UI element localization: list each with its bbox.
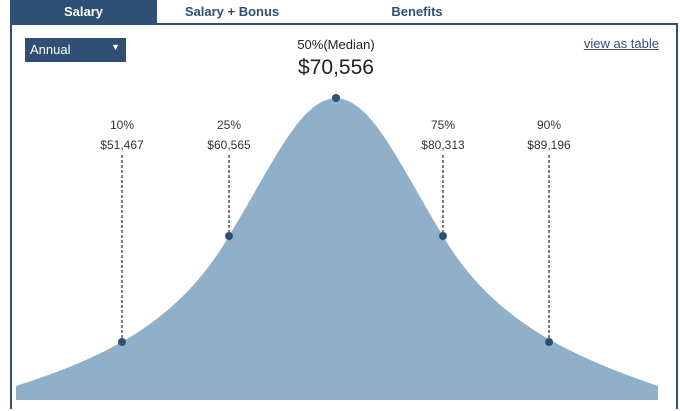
period-select-value: Annual [30, 42, 71, 57]
p90-marker[interactable] [545, 338, 553, 346]
p75-label: 75% [430, 118, 456, 132]
p10-marker[interactable] [118, 338, 126, 346]
distribution-curve [16, 98, 658, 400]
p10-label: 10% [109, 118, 135, 132]
p25-value: $60,565 [207, 138, 251, 152]
median-value: $70,556 [298, 56, 374, 79]
median-marker[interactable] [332, 94, 340, 102]
p90-label: 90% [536, 118, 562, 132]
tab-bar: Salary Salary + Bonus Benefits [10, 0, 680, 23]
median-label: 50%(Median) [297, 37, 375, 52]
chart-frame [10, 23, 678, 409]
view-as-table-link[interactable]: view as table [583, 36, 659, 51]
tab-salary[interactable]: Salary [10, 0, 157, 23]
p10-value: $51,467 [100, 138, 144, 152]
p75-marker[interactable] [439, 232, 447, 240]
tab-benefits[interactable]: Benefits [391, 4, 443, 19]
p25-label: 25% [216, 118, 242, 132]
period-select[interactable]: Annual ▼ [25, 38, 126, 62]
chevron-down-icon: ▼ [111, 42, 120, 52]
p75-value: $80,313 [421, 138, 465, 152]
tab-salary-bonus[interactable]: Salary + Bonus [184, 4, 280, 19]
p90-value: $89,196 [527, 138, 571, 152]
p25-marker[interactable] [225, 232, 233, 240]
